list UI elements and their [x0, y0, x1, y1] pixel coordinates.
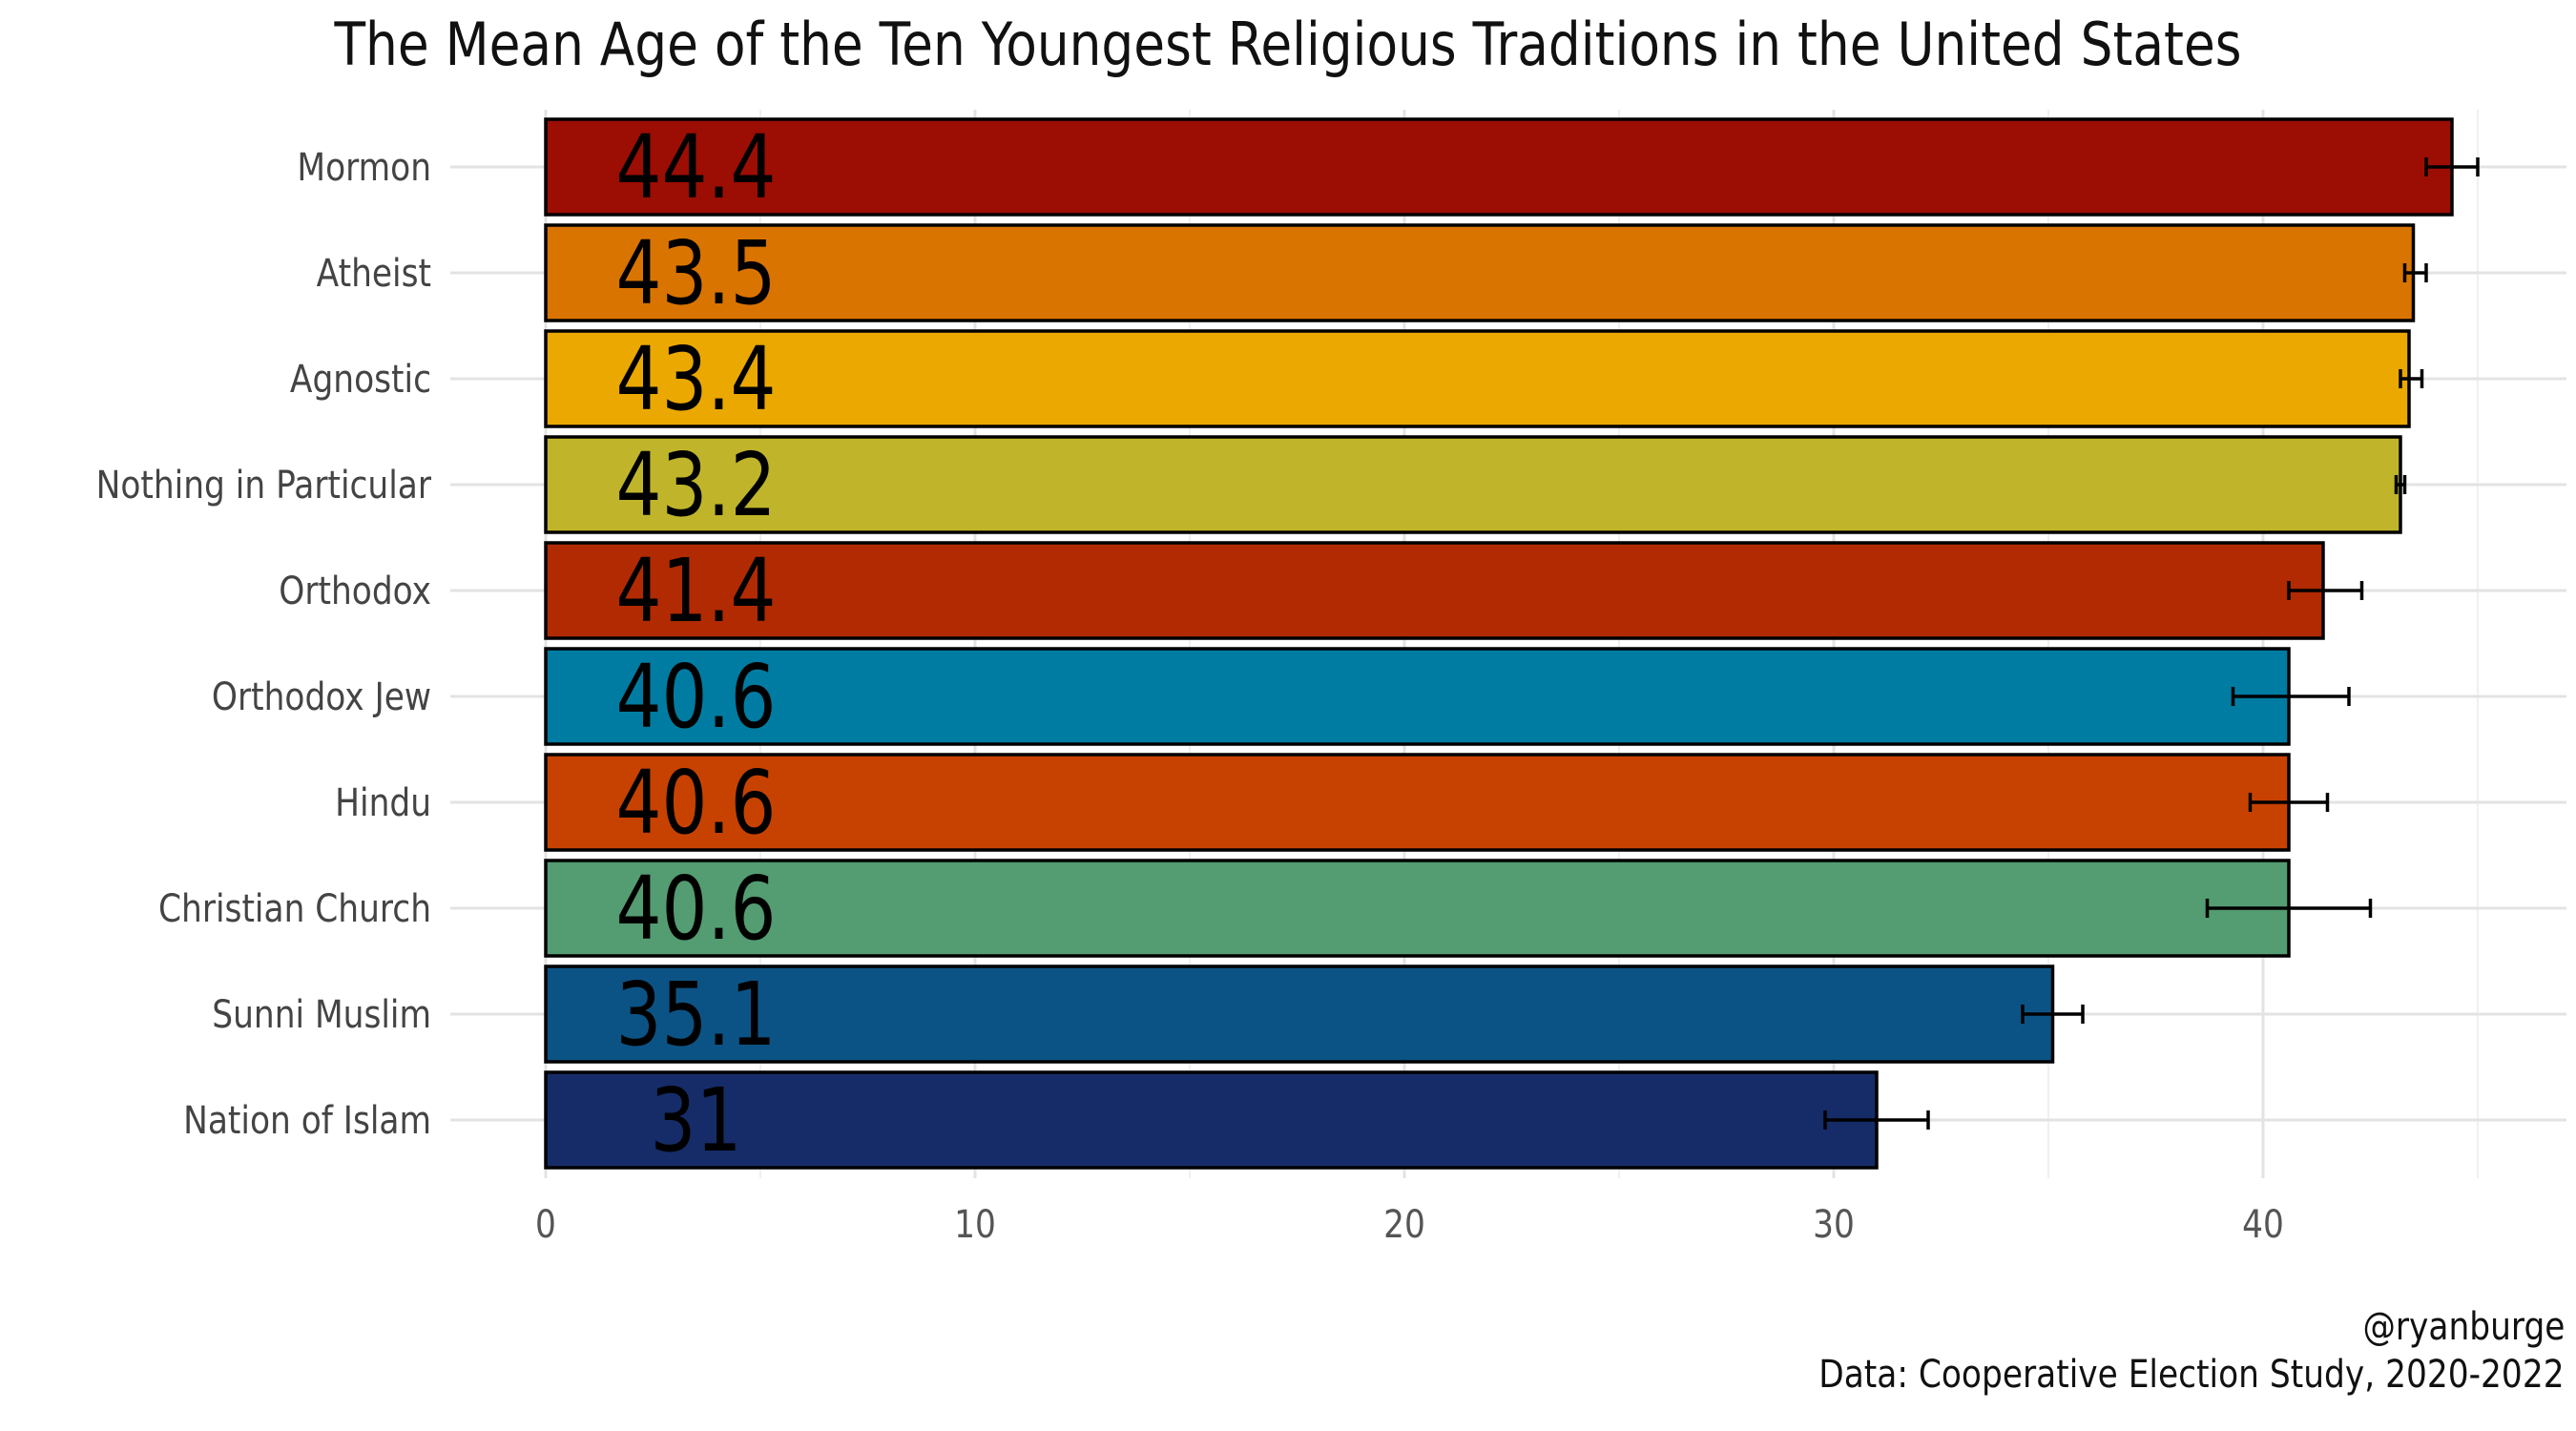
value-label: 35.1 [616, 964, 777, 1066]
x-tick-label: 0 [535, 1201, 556, 1246]
bar [544, 223, 2416, 322]
y-axis-label: Christian Church [158, 885, 431, 930]
y-axis-label: Mormon [297, 144, 431, 189]
bar [544, 647, 2291, 746]
y-axis-label: Nothing in Particular [96, 462, 432, 507]
caption-handle: @ryanburge [2362, 1305, 2565, 1349]
value-label: 40.6 [616, 646, 777, 748]
value-label: 41.4 [616, 540, 777, 642]
y-axis-label: Sunni Muslim [212, 991, 431, 1036]
y-axis-label: Atheist [317, 250, 431, 295]
y-axis-label: Agnostic [290, 356, 431, 401]
y-axis-label: Orthodox [279, 568, 431, 612]
chart-title: The Mean Age of the Ten Youngest Religio… [334, 10, 2242, 79]
x-tick-label: 30 [1813, 1201, 1855, 1246]
bar [544, 964, 2055, 1064]
bar [544, 329, 2411, 428]
value-label: 43.5 [616, 222, 777, 324]
caption-source: Data: Cooperative Election Study, 2020-2… [1818, 1353, 2565, 1397]
y-axis-labels: Mormon Atheist Agnostic Nothing in Particul… [96, 144, 432, 1142]
x-tick-label: 10 [954, 1201, 996, 1246]
value-label: 44.4 [616, 116, 777, 218]
bar [544, 117, 2454, 217]
bar [544, 1070, 1879, 1170]
value-label: 43.2 [616, 434, 777, 536]
bar [544, 541, 2325, 640]
bar [544, 859, 2291, 958]
x-axis-ticks: 0 10 20 30 40 [535, 1201, 2284, 1246]
error-bars [1823, 157, 2480, 1130]
value-label: 31 [651, 1069, 742, 1172]
bar [544, 435, 2402, 534]
value-label: 40.6 [616, 858, 777, 960]
y-axis-label: Hindu [335, 779, 431, 824]
value-label: 40.6 [616, 752, 777, 854]
x-tick-label: 40 [2242, 1201, 2284, 1246]
value-labels: 44.443.543.443.241.440.640.640.635.131 [616, 116, 777, 1172]
y-axis-label: Nation of Islam [183, 1097, 431, 1142]
bars [544, 117, 2454, 1170]
bar [544, 753, 2291, 852]
y-axis-label: Orthodox Jew [212, 674, 431, 718]
value-label: 43.4 [616, 328, 777, 430]
x-tick-label: 20 [1383, 1201, 1425, 1246]
